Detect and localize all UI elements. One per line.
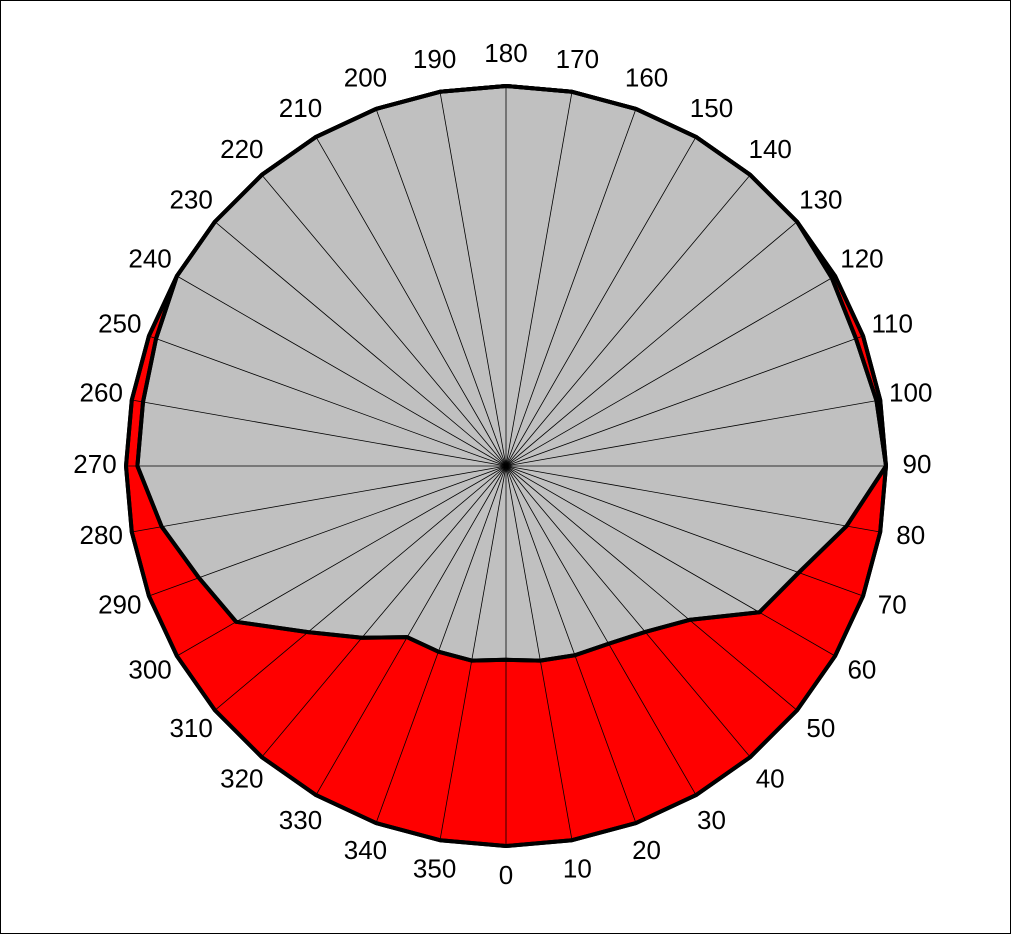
angle-label: 20 <box>632 835 661 865</box>
angle-label: 290 <box>98 589 141 619</box>
angle-label: 60 <box>847 654 876 684</box>
spoke <box>214 221 507 467</box>
angle-label: 130 <box>799 185 842 215</box>
angle-label: 230 <box>169 185 212 215</box>
spoke <box>148 465 507 597</box>
spoke <box>148 335 507 467</box>
spoke <box>439 91 507 467</box>
spoke <box>315 465 507 796</box>
angle-label: 90 <box>903 449 932 479</box>
spoke <box>505 465 864 597</box>
angle-label: 210 <box>279 93 322 123</box>
angle-label: 100 <box>889 378 932 408</box>
angle-label: 40 <box>756 764 785 794</box>
spoke <box>176 465 507 657</box>
angle-label: 300 <box>128 654 171 684</box>
angle-label: 0 <box>499 860 513 890</box>
angle-label: 320 <box>220 764 263 794</box>
angle-label: 350 <box>413 854 456 884</box>
angle-label: 220 <box>220 134 263 164</box>
spoke <box>505 136 697 467</box>
spoke <box>131 465 507 533</box>
angle-label: 310 <box>169 713 212 743</box>
angle-label: 110 <box>871 308 912 338</box>
angle-label: 170 <box>556 44 599 74</box>
angle-label: 80 <box>896 520 925 550</box>
spoke <box>505 465 573 841</box>
spoke <box>505 465 637 824</box>
angle-label: 140 <box>748 134 791 164</box>
spoke <box>505 465 836 657</box>
angle-label: 50 <box>806 713 835 743</box>
spoke <box>505 465 751 758</box>
spoke <box>375 108 507 467</box>
spoke <box>505 275 836 467</box>
spoke <box>261 174 507 467</box>
spoke <box>439 465 507 841</box>
angle-label: 150 <box>690 93 733 123</box>
angle-label: 120 <box>840 243 883 273</box>
spoke <box>505 399 881 467</box>
spoke <box>505 174 751 467</box>
spoke <box>505 465 798 711</box>
angle-label: 30 <box>697 805 726 835</box>
spoke <box>315 136 507 467</box>
spoke <box>375 465 507 824</box>
spoke <box>505 465 881 533</box>
angle-label: 270 <box>73 449 116 479</box>
angle-label: 200 <box>344 63 387 93</box>
spoke <box>214 465 507 711</box>
spoke <box>505 465 697 796</box>
radar-outline <box>135 84 888 663</box>
angle-label: 330 <box>279 805 322 835</box>
angle-label: 340 <box>344 835 387 865</box>
angle-label: 180 <box>484 38 527 68</box>
spoke <box>505 335 864 467</box>
spoke <box>131 399 507 467</box>
angle-label: 280 <box>80 520 123 550</box>
spoke <box>176 275 507 467</box>
angle-label: 160 <box>625 63 668 93</box>
angle-label: 70 <box>878 589 907 619</box>
spoke <box>261 465 507 758</box>
spoke <box>505 221 798 467</box>
angle-label: 10 <box>563 854 592 884</box>
angle-label: 260 <box>80 378 123 408</box>
spoke <box>505 108 637 467</box>
angle-label: 190 <box>413 44 456 74</box>
angle-label: 250 <box>98 308 141 338</box>
angle-label: 240 <box>128 243 171 273</box>
spoke <box>505 91 573 467</box>
